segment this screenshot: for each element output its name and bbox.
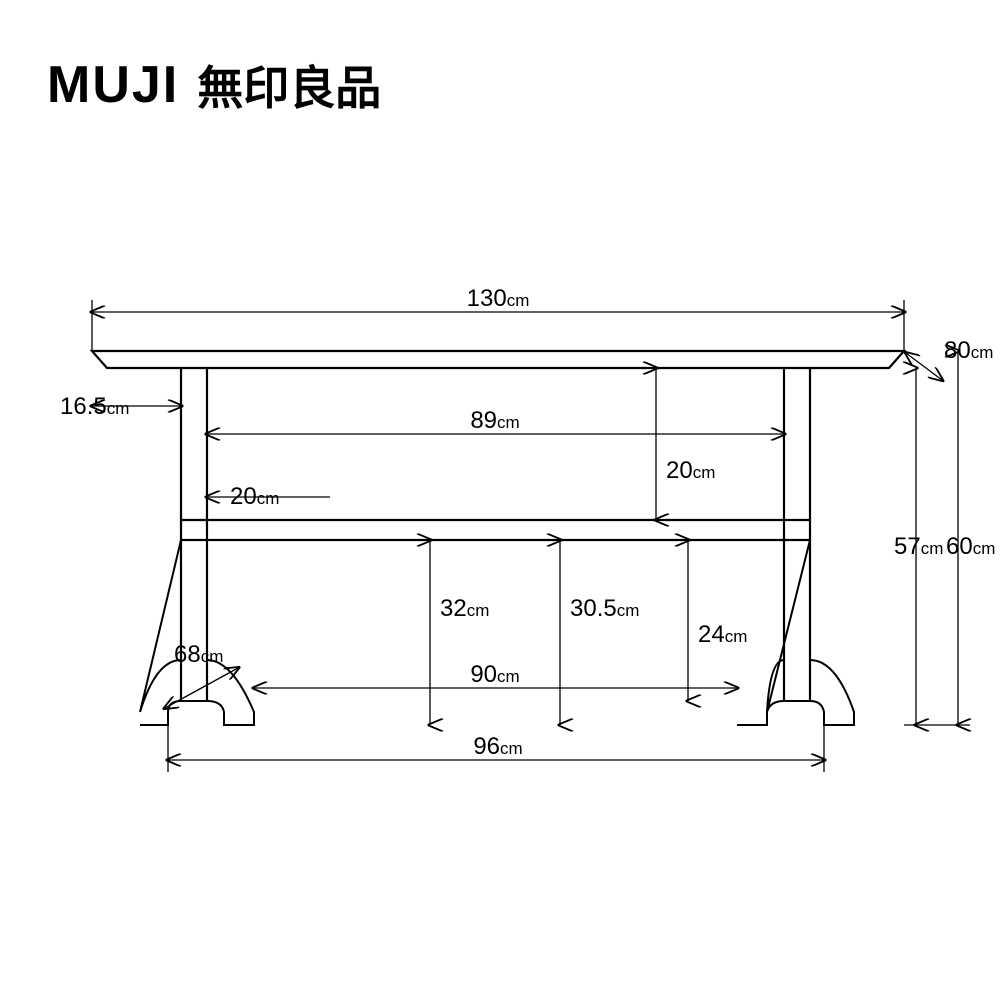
svg-text:130cm: 130cm — [467, 285, 530, 312]
svg-text:96cm: 96cm — [473, 733, 522, 760]
dim-under-top-h: 57cm — [894, 533, 943, 560]
dim-shelf-drop: 20cm — [666, 457, 715, 484]
svg-text:57cm: 57cm — [894, 533, 943, 560]
dim-between-legs: 89cm — [470, 407, 519, 434]
dim-shelf-floor-inner: 30.5cm — [570, 595, 639, 622]
dim-shelf-to-leg: 20cm — [230, 483, 279, 510]
svg-text:60cm: 60cm — [946, 533, 995, 560]
dim-inset: 16.5cm — [60, 393, 129, 420]
dim-between-feet: 90cm — [470, 661, 519, 688]
dim-total-width: 130cm — [467, 285, 530, 312]
svg-text:89cm: 89cm — [470, 407, 519, 434]
svg-text:32cm: 32cm — [440, 595, 489, 622]
dim-depth: 80cm — [944, 337, 993, 364]
svg-text:24cm: 24cm — [698, 621, 747, 648]
svg-text:20cm: 20cm — [230, 483, 279, 510]
svg-text:80cm: 80cm — [944, 337, 993, 364]
svg-text:20cm: 20cm — [666, 457, 715, 484]
dimensions — [92, 300, 970, 772]
svg-text:30.5cm: 30.5cm — [570, 595, 639, 622]
svg-text:90cm: 90cm — [470, 661, 519, 688]
svg-text:16.5cm: 16.5cm — [60, 393, 129, 420]
dim-shelf-floor-outer: 32cm — [440, 595, 489, 622]
dim-foot-depth: 68cm — [174, 641, 223, 668]
svg-text:68cm: 68cm — [174, 641, 223, 668]
dim-shelf-foot: 24cm — [698, 621, 747, 648]
table-dimension-diagram: 130cm 80cm 16.5cm 89cm 20cm 20cm 32cm 30… — [0, 0, 1000, 1000]
dim-foot-span: 96cm — [473, 733, 522, 760]
dim-overall-h: 60cm — [946, 533, 995, 560]
